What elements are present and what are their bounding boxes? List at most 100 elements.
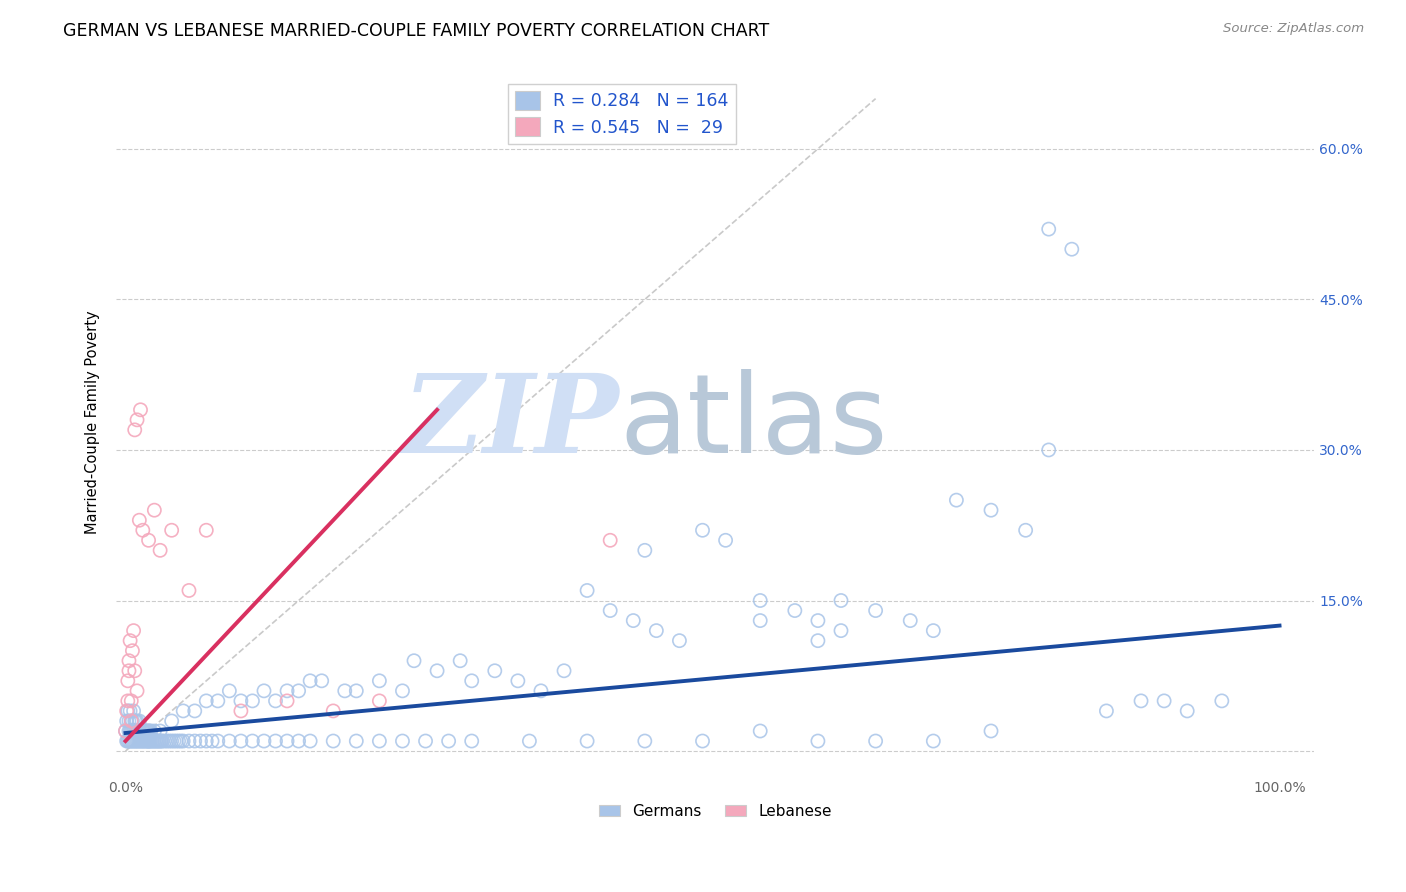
Point [484, 664, 506, 678]
Point [1153, 694, 1175, 708]
Point [132, 523, 155, 537]
Point [172, 734, 194, 748]
Point [172, 704, 194, 718]
Point [139, 734, 162, 748]
Point [125, 413, 148, 427]
Point [115, 714, 138, 728]
Point [160, 523, 183, 537]
Point [115, 734, 138, 748]
Point [143, 724, 166, 739]
Point [120, 694, 142, 708]
Point [128, 513, 150, 527]
Point [1060, 242, 1083, 256]
Point [118, 664, 141, 678]
Point [506, 673, 529, 688]
Point [117, 704, 139, 718]
Point [391, 734, 413, 748]
Point [195, 734, 218, 748]
Point [138, 734, 160, 748]
Point [136, 724, 159, 739]
Point [576, 583, 599, 598]
Point [135, 724, 157, 739]
Point [368, 734, 391, 748]
Point [344, 734, 367, 748]
Point [122, 724, 145, 739]
Point [149, 724, 172, 739]
Point [124, 734, 146, 748]
Point [165, 734, 187, 748]
Point [125, 714, 148, 728]
Point [156, 734, 179, 748]
Point [576, 734, 599, 748]
Point [276, 683, 298, 698]
Point [668, 633, 690, 648]
Point [368, 694, 391, 708]
Point [138, 724, 160, 739]
Point [134, 724, 156, 739]
Point [153, 734, 176, 748]
Point [287, 734, 309, 748]
Point [1211, 694, 1233, 708]
Point [922, 624, 945, 638]
Point [865, 734, 887, 748]
Point [253, 683, 276, 698]
Point [120, 724, 142, 739]
Point [201, 734, 224, 748]
Point [218, 734, 240, 748]
Point [1130, 694, 1153, 708]
Point [253, 734, 276, 748]
Point [207, 734, 229, 748]
Y-axis label: Married-Couple Family Poverty: Married-Couple Family Poverty [86, 310, 100, 534]
Point [322, 734, 344, 748]
Point [120, 704, 142, 718]
Point [143, 503, 166, 517]
Point [120, 714, 142, 728]
Point [242, 734, 264, 748]
Point [138, 734, 160, 748]
Point [121, 734, 143, 748]
Point [807, 633, 830, 648]
Point [132, 724, 155, 739]
Point [127, 734, 149, 748]
Point [299, 734, 322, 748]
Point [922, 734, 945, 748]
Text: atlas: atlas [620, 369, 887, 475]
Point [299, 673, 322, 688]
Point [152, 734, 174, 748]
Point [160, 714, 183, 728]
Point [898, 614, 921, 628]
Point [1038, 222, 1060, 236]
Point [276, 734, 298, 748]
Point [160, 734, 183, 748]
Point [142, 734, 165, 748]
Legend: Germans, Lebanese: Germans, Lebanese [592, 798, 838, 825]
Point [129, 724, 152, 739]
Point [124, 664, 146, 678]
Point [117, 734, 139, 748]
Point [177, 734, 200, 748]
Point [117, 694, 139, 708]
Point [807, 614, 830, 628]
Point [125, 734, 148, 748]
Point [150, 734, 173, 748]
Point [1175, 704, 1198, 718]
Point [170, 734, 193, 748]
Point [138, 734, 160, 748]
Point [807, 734, 830, 748]
Point [714, 533, 737, 548]
Point [980, 503, 1002, 517]
Point [621, 614, 644, 628]
Point [184, 704, 207, 718]
Point [139, 724, 162, 739]
Point [122, 624, 145, 638]
Point [136, 734, 159, 748]
Point [749, 724, 772, 739]
Point [125, 734, 148, 748]
Point [114, 724, 136, 739]
Point [128, 714, 150, 728]
Point [449, 654, 471, 668]
Point [402, 654, 425, 668]
Point [120, 633, 142, 648]
Point [322, 704, 344, 718]
Point [120, 714, 142, 728]
